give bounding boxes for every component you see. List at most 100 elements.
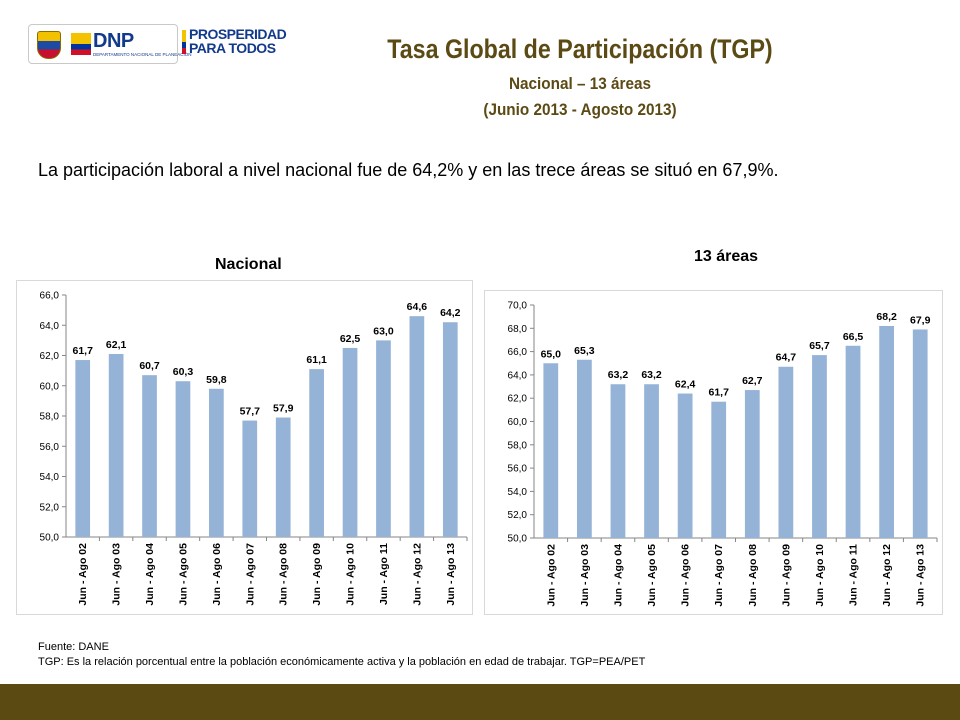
- x-tick-label: Jun - Ago 11: [848, 544, 860, 606]
- source-note: Fuente: DANE: [38, 641, 109, 653]
- y-tick-label: 68,0: [508, 324, 528, 335]
- chart-title-13-areas: 13 áreas: [694, 248, 759, 265]
- x-tick-label: Jun - Ago 10: [814, 544, 826, 607]
- bar-nacional-2: [108, 353, 124, 537]
- x-tick-label: Jun - Ago 07: [713, 544, 725, 607]
- x-tick-label: Jun - Ago 05: [646, 544, 658, 607]
- y-tick-label: 64,0: [508, 370, 528, 381]
- bar-nacional-12: [442, 322, 458, 537]
- footer-bar: [0, 684, 960, 720]
- y-tick-label: 54,0: [40, 472, 60, 483]
- data-label: 61,1: [306, 354, 327, 366]
- colombia-flag-icon: [71, 33, 91, 55]
- bar-nacional-11: [409, 316, 425, 537]
- y-tick-label: 56,0: [40, 442, 60, 453]
- chart-13-areas-svg: 50,0 52,0 54,0 56,0 58,0 60,0 62,0 64,0 66,0 68,0…: [508, 301, 938, 607]
- definition-note: TGP: Es la relación porcentual entre la …: [38, 656, 646, 668]
- data-label: 64,2: [440, 307, 461, 319]
- y-tick-label: 52,0: [40, 502, 60, 513]
- bar-13-areas-10: [845, 345, 861, 538]
- y-tick-label: 60,0: [508, 417, 528, 428]
- x-tick-label: Jun - Ago 08: [747, 544, 759, 607]
- y-tick-label: 58,0: [40, 412, 60, 423]
- data-label: 63,0: [373, 325, 394, 337]
- y-tick-label: 66,0: [40, 291, 60, 302]
- x-tick-label: Jun - Ago 10: [345, 543, 357, 606]
- x-tick-label: Jun - Ago 08: [278, 543, 290, 606]
- data-label: 61,7: [708, 387, 729, 399]
- bar-13-areas-5: [677, 393, 693, 538]
- y-tick-label: 62,0: [40, 351, 60, 362]
- intro-paragraph: La participación laboral a nivel naciona…: [38, 160, 779, 180]
- y-tick-label: 58,0: [508, 440, 528, 451]
- bar-13-areas-7: [744, 390, 760, 538]
- x-tick-label: Jun - Ago 13: [445, 543, 457, 606]
- y-tick-label: 70,0: [508, 301, 528, 312]
- x-tick-label: Jun - Ago 11: [378, 543, 390, 605]
- data-label: 65,3: [574, 345, 595, 357]
- x-tick-label: Jun - Ago 05: [177, 543, 189, 606]
- data-label: 65,7: [809, 340, 830, 352]
- bar-nacional-8: [309, 369, 324, 537]
- data-label: 60,7: [139, 360, 160, 372]
- data-label: 64,6: [407, 301, 428, 313]
- data-label: 57,9: [273, 403, 294, 415]
- bar-nacional-4: [175, 381, 191, 537]
- y-tick-label: 52,0: [508, 510, 528, 521]
- x-tick-label: Jun - Ago 06: [680, 544, 692, 607]
- data-label: 63,2: [641, 369, 662, 381]
- bar-13-areas-2: [576, 359, 592, 538]
- y-tick-label: 50,0: [40, 533, 60, 544]
- data-label: 67,9: [910, 314, 931, 326]
- data-label: 64,7: [776, 352, 797, 364]
- data-label: 62,5: [340, 333, 361, 345]
- coat-of-arms-icon: [37, 31, 61, 59]
- data-label: 63,2: [608, 369, 629, 381]
- y-tick-label: 50,0: [508, 534, 528, 545]
- page-subtitle: Nacional – 13 áreas: [508, 74, 652, 93]
- chart-title-nacional: Nacional: [215, 256, 282, 273]
- bar-nacional-5: [209, 388, 224, 537]
- bar-nacional-10: [376, 340, 391, 537]
- bar-13-areas-3: [610, 384, 626, 538]
- page-period: (Junio 2013 - Agosto 2013): [483, 100, 677, 119]
- x-tick-label: Jun - Ago 03: [111, 543, 123, 606]
- data-label: 60,3: [173, 366, 194, 378]
- chart-13-areas: 50,0 52,0 54,0 56,0 58,0 60,0 62,0 64,0 66,0 68,0…: [484, 290, 943, 615]
- dnp-logo-subtext: DEPARTAMENTO NACIONAL DE PLANEACIÓN: [93, 52, 192, 57]
- data-label: 61,7: [72, 345, 93, 357]
- x-tick-label: Jun - Ago 04: [144, 543, 156, 606]
- y-tick-label: 56,0: [508, 464, 528, 475]
- x-tick-label: Jun - Ago 02: [545, 544, 557, 607]
- dnp-logo: DNP DEPARTAMENTO NACIONAL DE PLANEACIÓN: [28, 24, 192, 64]
- data-label: 62,7: [742, 375, 763, 387]
- page-title: Tasa Global de Participación (TGP): [387, 34, 773, 64]
- x-tick-label: Jun - Ago 04: [612, 544, 624, 607]
- data-label: 65,0: [541, 348, 562, 360]
- chart-nacional-svg: 50,0 52,0 54,0 56,0 58,0 60,0 62,0 64,0 66,0 61,7…: [40, 291, 468, 606]
- prosperidad-flag-icon: [182, 30, 186, 54]
- header-logos: DNP DEPARTAMENTO NACIONAL DE PLANEACIÓN …: [28, 24, 298, 64]
- y-tick-label: 66,0: [508, 347, 528, 358]
- bar-13-areas-9: [812, 355, 827, 538]
- x-tick-label: Jun - Ago 09: [780, 544, 792, 607]
- x-tick-label: Jun - Ago 12: [411, 543, 423, 606]
- data-label: 62,4: [675, 379, 696, 391]
- prosperidad-logo: PROSPERIDAD PARA TODOS: [189, 26, 287, 56]
- y-tick-label: 64,0: [40, 321, 60, 332]
- x-tick-label: Jun - Ago 09: [311, 543, 323, 606]
- data-label: 59,8: [206, 374, 227, 386]
- data-label: 57,7: [240, 406, 261, 418]
- x-tick-label: Jun - Ago 02: [77, 543, 89, 606]
- bar-13-areas-12: [912, 329, 928, 538]
- data-label: 66,5: [843, 331, 864, 343]
- bar-13-areas-8: [778, 366, 794, 538]
- bar-13-areas-1: [543, 363, 559, 538]
- bar-13-areas-11: [879, 325, 895, 538]
- bar-nacional-7: [275, 417, 291, 537]
- chart-nacional: 50,0 52,0 54,0 56,0 58,0 60,0 62,0 64,0 66,0 61,7…: [16, 280, 473, 615]
- y-tick-label: 54,0: [508, 487, 528, 498]
- bar-nacional-9: [342, 347, 358, 537]
- dnp-logo-text: DNP: [93, 30, 134, 52]
- data-label: 68,2: [876, 311, 897, 323]
